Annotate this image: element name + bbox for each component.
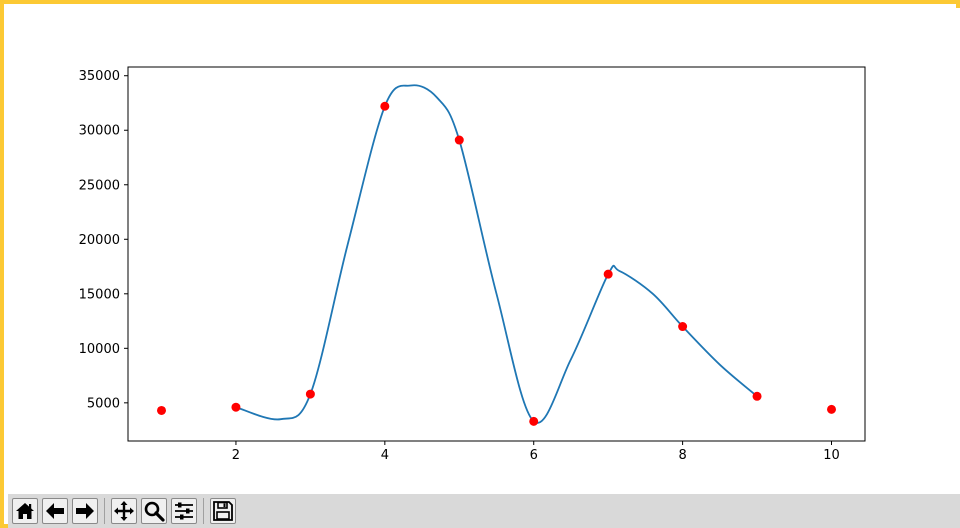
y-tick-label: 35000 — [79, 69, 120, 84]
x-tick-label: 6 — [530, 448, 538, 463]
zoom-magnifier-icon — [144, 501, 165, 522]
pan-button[interactable] — [111, 498, 137, 524]
data-point-marker — [752, 391, 762, 401]
forward-arrow-icon — [76, 503, 94, 519]
y-tick-label: 25000 — [79, 178, 120, 193]
pan-move-icon — [114, 501, 134, 521]
y-tick-label: 5000 — [87, 396, 120, 411]
zoom-button[interactable] — [141, 498, 167, 524]
data-point-marker — [454, 135, 464, 145]
back-arrow-icon — [46, 503, 64, 519]
configure-subplots-button[interactable] — [171, 498, 197, 524]
x-tick-label: 8 — [678, 448, 686, 463]
data-point-marker — [231, 402, 241, 412]
data-point-marker — [305, 389, 315, 399]
configure-subplots-icon — [175, 502, 193, 520]
plot-area-frame — [127, 66, 866, 442]
data-point-marker — [380, 101, 390, 111]
x-tick-label: 10 — [823, 448, 840, 463]
data-point-marker — [157, 405, 166, 415]
interpolated-line-series — [235, 84, 758, 424]
toolbar-separator — [104, 498, 105, 524]
x-tick-label: 4 — [381, 448, 389, 463]
data-point-marker — [678, 322, 688, 332]
y-tick-label: 10000 — [79, 342, 120, 357]
y-tick-label: 30000 — [79, 124, 120, 139]
save-button[interactable] — [210, 498, 236, 524]
y-tick-label: 15000 — [79, 287, 120, 302]
y-tick-label: 20000 — [79, 233, 120, 248]
axes: 2 4 6 8 10 5000 10000 15000 20000 25000 30000 35000 — [79, 66, 866, 463]
toolbar-separator — [203, 498, 204, 524]
home-button[interactable] — [12, 498, 38, 524]
figure-canvas: 2 4 6 8 10 5000 10000 15000 20000 25000 30000 35000 — [8, 8, 960, 494]
x-tick-label: 2 — [232, 448, 240, 463]
data-point-marker — [603, 269, 613, 279]
data-point-marker — [529, 416, 539, 426]
data-point-marker — [827, 404, 836, 414]
navigation-toolbar — [8, 494, 960, 528]
chart: 2 4 6 8 10 5000 10000 15000 20000 25000 30000 35000 — [79, 66, 866, 463]
save-floppy-icon — [213, 501, 233, 521]
home-icon — [16, 503, 34, 519]
back-button[interactable] — [42, 498, 68, 524]
forward-button[interactable] — [72, 498, 98, 524]
